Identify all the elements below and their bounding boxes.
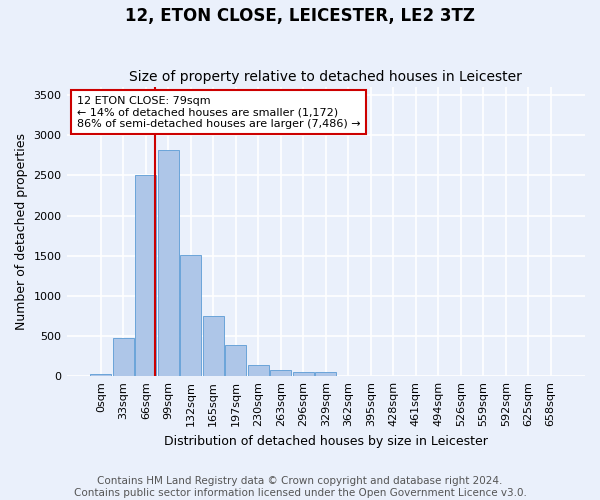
X-axis label: Distribution of detached houses by size in Leicester: Distribution of detached houses by size … [164,434,488,448]
Text: 12, ETON CLOSE, LEICESTER, LE2 3TZ: 12, ETON CLOSE, LEICESTER, LE2 3TZ [125,8,475,26]
Bar [225,345,247,376]
Bar [158,150,179,376]
Bar [135,176,157,376]
Bar [90,374,112,376]
Bar [315,372,337,376]
Bar [293,372,314,376]
Title: Size of property relative to detached houses in Leicester: Size of property relative to detached ho… [130,70,522,85]
Bar [248,364,269,376]
Bar [180,255,202,376]
Bar [203,316,224,376]
Y-axis label: Number of detached properties: Number of detached properties [15,133,28,330]
Bar [270,370,292,376]
Text: Contains HM Land Registry data © Crown copyright and database right 2024.
Contai: Contains HM Land Registry data © Crown c… [74,476,526,498]
Text: 12 ETON CLOSE: 79sqm
← 14% of detached houses are smaller (1,172)
86% of semi-de: 12 ETON CLOSE: 79sqm ← 14% of detached h… [77,96,361,129]
Bar [113,338,134,376]
